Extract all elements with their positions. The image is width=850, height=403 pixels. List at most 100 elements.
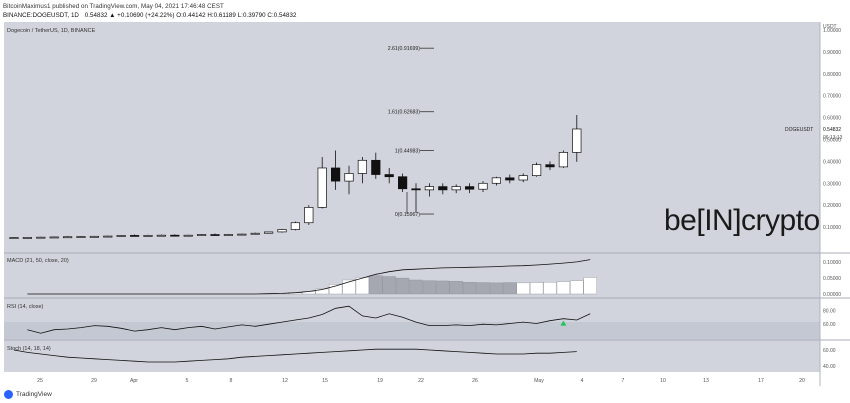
price-tick-label: 0.50000 — [823, 138, 841, 144]
rsi-signal-arrow — [560, 320, 567, 326]
macd-histogram-bar — [543, 282, 557, 295]
candle-up — [89, 235, 100, 238]
candle-up — [277, 229, 287, 233]
time-tick-label: Apr — [130, 378, 138, 384]
rsi-line — [27, 305, 591, 334]
time-tick-label: 17 — [758, 378, 764, 384]
time-tick-label: 4 — [581, 378, 584, 384]
price-axis — [820, 22, 850, 372]
candle-up — [317, 167, 327, 208]
fib-level-label: 1.61(0.62683) — [388, 110, 421, 116]
macd-histogram-bar — [409, 279, 423, 295]
publisher-line: BitcoinMaximus1 published on TradingView… — [3, 3, 224, 10]
ohlc-values: 0.54832 ▲ +0.10690 (+24.22%) O:0.44142 H… — [84, 12, 297, 19]
rsi-tick-label: 80.00 — [823, 308, 836, 314]
price-tick-label: 0.10000 — [823, 225, 841, 231]
macd-histogram-bar — [503, 282, 517, 295]
candle-up — [478, 182, 488, 190]
candle-up — [531, 164, 542, 176]
candle-up — [250, 232, 260, 235]
price-tick-label: 0.40000 — [823, 159, 841, 165]
candle-up — [264, 231, 274, 234]
candle-down — [384, 174, 394, 178]
beincrypto-watermark: be[IN]crypto — [664, 204, 820, 237]
candle-up — [49, 236, 59, 239]
price-tick-label: 0.30000 — [823, 181, 841, 187]
macd-histogram-bar — [529, 282, 544, 295]
plot-background — [4, 22, 820, 372]
time-tick-label: 29 — [91, 378, 97, 384]
chart-header: BitcoinMaximus1 published on TradingView… — [0, 0, 850, 22]
macd-histogram-bar — [570, 280, 584, 295]
macd-histogram-bar — [422, 280, 437, 295]
time-tick-label: 26 — [472, 378, 478, 384]
macd-histogram-bar — [556, 281, 571, 295]
candle-down — [505, 177, 515, 181]
macd-tick-label: 0.05000 — [823, 276, 841, 282]
tradingview-logo[interactable]: TradingView — [4, 390, 52, 399]
fib-level-label: 1(0.44983) — [395, 148, 420, 154]
fib-level-label: 0(0.15967) — [395, 212, 420, 218]
candle-up — [304, 207, 314, 224]
macd-histogram-bar — [395, 277, 410, 295]
time-tick-label: May — [534, 378, 544, 384]
candle-up — [62, 236, 73, 239]
price-tick-label: 0.90000 — [823, 50, 841, 56]
rsi-tick-label: 60.00 — [823, 322, 836, 328]
candle-up — [223, 234, 233, 236]
time-tick-label: 25 — [37, 378, 43, 384]
chart-footer — [0, 386, 850, 403]
candle-up — [451, 186, 461, 191]
macd-panel-title: MACD (21, 50, close, 20) — [7, 258, 69, 264]
fib-level-label: 2.61(0.91699) — [388, 46, 421, 52]
countdown-label: 06:13:13 — [823, 135, 843, 141]
candle-up — [290, 222, 300, 230]
candle-down — [545, 164, 555, 168]
macd-histogram-bar — [369, 275, 383, 295]
time-tick-label: 13 — [703, 378, 709, 384]
candle-up — [116, 235, 126, 237]
macd-histogram-bar — [449, 281, 463, 295]
candle-down — [130, 235, 140, 237]
price-tag-value: 0.54832 — [823, 127, 841, 133]
stoch-tick-label: 60.00 — [823, 348, 836, 354]
time-tick-label: 22 — [418, 378, 424, 384]
currency-label: USDT — [823, 24, 837, 30]
macd-histogram-bar — [328, 284, 343, 295]
candle-up — [197, 234, 207, 236]
candle-up — [357, 159, 367, 174]
stoch-panel-title: Stoch (14, 18, 14) — [7, 346, 51, 352]
macd-tick-label: 0.00000 — [823, 292, 841, 298]
candle-up — [518, 175, 528, 181]
macd-tick-label: 0.10000 — [823, 260, 841, 266]
candle-up — [572, 128, 582, 153]
candle-up — [156, 234, 166, 237]
tradingview-logo-text: TradingView — [16, 391, 52, 398]
time-tick-label: 19 — [377, 378, 383, 384]
candle-down — [398, 176, 408, 190]
price-tag-symbol: DOGEUSDT — [785, 127, 813, 133]
price-tag-box — [821, 123, 850, 133]
candle-up — [183, 234, 193, 237]
candle-up — [424, 186, 434, 191]
macd-histogram-bar — [476, 282, 490, 295]
candle-down — [371, 159, 381, 175]
time-tick-label: 15 — [322, 378, 328, 384]
candle-up — [22, 237, 32, 239]
candle-up — [237, 233, 247, 236]
time-tick-label: 10 — [660, 378, 666, 384]
candle-down — [465, 186, 475, 190]
symbol-label: BINANCE:DOGEUSDT, 1D — [3, 12, 79, 19]
tradingview-logo-icon — [4, 390, 13, 399]
macd-histogram-bar — [462, 282, 477, 295]
macd-line — [27, 259, 591, 295]
ohlc-line: BINANCE:DOGEUSDT, 1D 0.54832 ▲ +0.10690 … — [3, 12, 300, 19]
time-tick-label: 5 — [186, 378, 189, 384]
price-tick-label: 0.20000 — [823, 203, 841, 209]
candle-up — [76, 236, 86, 238]
time-tick-label: 20 — [799, 378, 805, 384]
candle-up — [36, 236, 46, 239]
candle-up — [491, 177, 501, 184]
macd-histogram-bar — [516, 282, 530, 295]
